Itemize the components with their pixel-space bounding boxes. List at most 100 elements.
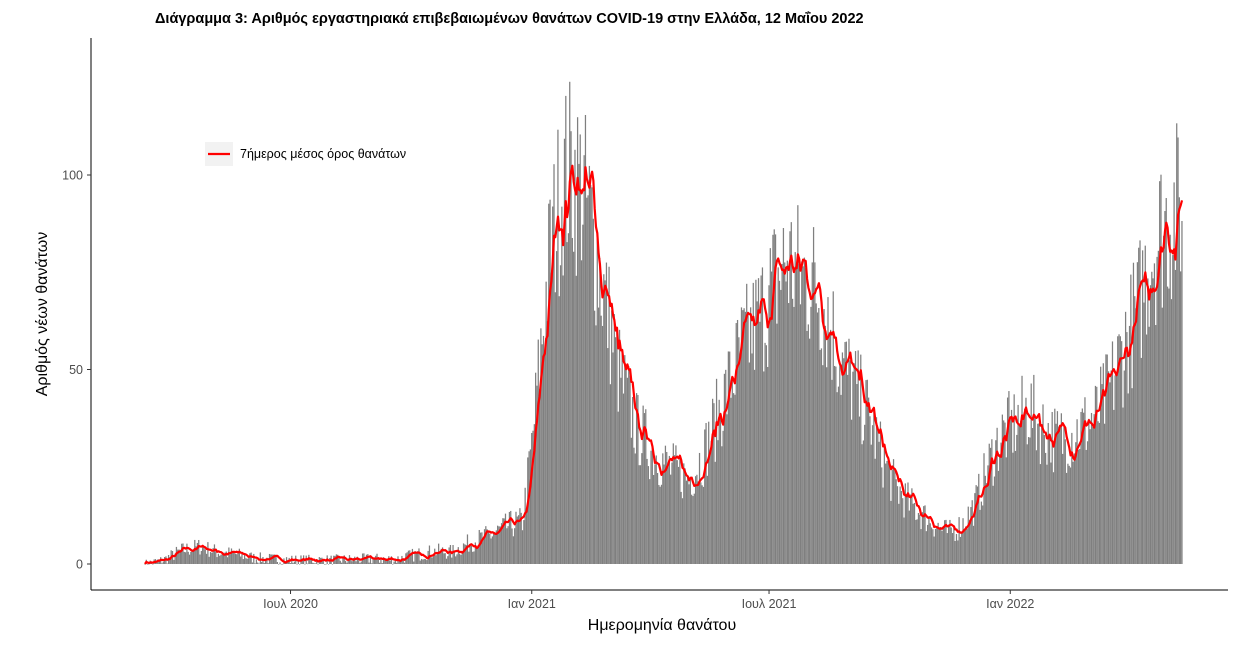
- bar: [192, 551, 195, 564]
- bar: [1143, 302, 1145, 564]
- bar: [569, 81, 571, 564]
- bar: [1153, 263, 1156, 564]
- bar: [826, 367, 828, 564]
- bar: [316, 559, 318, 564]
- bar: [293, 561, 296, 564]
- bar: [764, 342, 766, 564]
- bar: [502, 518, 504, 564]
- bar: [439, 552, 441, 564]
- bar: [793, 306, 795, 564]
- bar: [954, 541, 956, 564]
- bar: [683, 463, 685, 564]
- bar: [870, 444, 872, 564]
- bar: [413, 561, 415, 564]
- bar: [932, 529, 934, 564]
- bar: [430, 556, 432, 564]
- bar: [1160, 174, 1162, 565]
- bar: [444, 553, 446, 564]
- bar: [1100, 366, 1102, 564]
- bar: [567, 233, 570, 564]
- bar: [266, 557, 268, 564]
- bar: [917, 513, 920, 564]
- bar: [742, 310, 744, 564]
- bar: [1138, 247, 1140, 564]
- bar: [445, 558, 448, 564]
- chart-title: Διάγραμμα 3: Αριθμός εργαστηριακά επιβεβ…: [155, 11, 864, 27]
- bar: [968, 520, 971, 564]
- bar: [447, 556, 449, 564]
- bar: [1001, 414, 1003, 564]
- bar: [323, 564, 326, 565]
- bar: [747, 315, 749, 564]
- bar: [852, 371, 854, 564]
- bar: [573, 251, 575, 564]
- bar: [546, 321, 549, 564]
- bar: [393, 561, 395, 564]
- bar: [942, 526, 944, 564]
- bar: [958, 517, 960, 564]
- bar: [508, 511, 511, 564]
- bar: [613, 314, 615, 564]
- bar: [301, 558, 303, 564]
- bar: [874, 458, 876, 564]
- bar: [923, 506, 925, 564]
- bar: [441, 547, 444, 564]
- bar: [1104, 423, 1106, 564]
- bar: [815, 303, 817, 564]
- bar: [831, 379, 833, 564]
- bar: [338, 556, 340, 564]
- bar: [1124, 311, 1127, 564]
- bar: [719, 414, 722, 564]
- y-tick-label: 100: [62, 169, 83, 183]
- bar: [1107, 371, 1110, 564]
- bar: [452, 545, 454, 564]
- bar: [993, 476, 996, 564]
- bar: [358, 560, 360, 564]
- bar: [1139, 240, 1141, 564]
- bar: [379, 562, 381, 564]
- bar: [608, 266, 610, 564]
- y-tick-label: 0: [76, 558, 83, 572]
- bar: [420, 558, 423, 564]
- bar: [609, 384, 611, 564]
- bar: [190, 551, 192, 564]
- bar: [908, 510, 910, 564]
- bar: [435, 555, 437, 564]
- bar: [304, 564, 306, 565]
- bar: [725, 369, 727, 564]
- bar: [1174, 269, 1177, 564]
- bar: [594, 310, 596, 564]
- bar: [1084, 397, 1086, 564]
- bar: [565, 95, 567, 565]
- bar: [426, 560, 428, 564]
- bar: [470, 545, 473, 564]
- bar: [785, 281, 787, 564]
- bar: [476, 548, 478, 564]
- bar: [1147, 278, 1149, 564]
- bar: [801, 261, 803, 564]
- bar: [672, 443, 674, 564]
- bar: [173, 559, 175, 564]
- bar: [1051, 411, 1053, 564]
- bar: [1026, 444, 1028, 564]
- bar: [772, 234, 774, 565]
- bar: [431, 557, 433, 564]
- bar: [667, 466, 669, 564]
- bar: [1021, 375, 1023, 564]
- x-tick-label: Ιουλ 2021: [742, 597, 797, 611]
- bar: [1181, 220, 1183, 565]
- bar: [614, 337, 617, 564]
- bar: [483, 529, 486, 564]
- bar: [693, 493, 695, 564]
- bar: [778, 280, 781, 564]
- bar: [369, 557, 372, 564]
- bar: [181, 543, 183, 564]
- bar: [411, 548, 414, 564]
- bar: [350, 558, 352, 564]
- bar: [840, 394, 842, 564]
- bar: [588, 165, 591, 564]
- bar: [1169, 234, 1171, 564]
- bar: [1027, 437, 1030, 564]
- bar: [662, 453, 664, 564]
